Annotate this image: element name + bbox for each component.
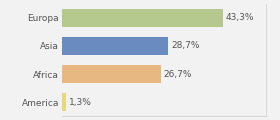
Text: 1,3%: 1,3% <box>69 98 92 107</box>
Bar <box>62 65 161 83</box>
Bar <box>62 9 223 27</box>
Bar <box>62 37 168 55</box>
Text: 26,7%: 26,7% <box>164 70 192 79</box>
Text: 28,7%: 28,7% <box>171 41 200 50</box>
Bar <box>62 93 66 111</box>
Text: 43,3%: 43,3% <box>225 13 254 22</box>
